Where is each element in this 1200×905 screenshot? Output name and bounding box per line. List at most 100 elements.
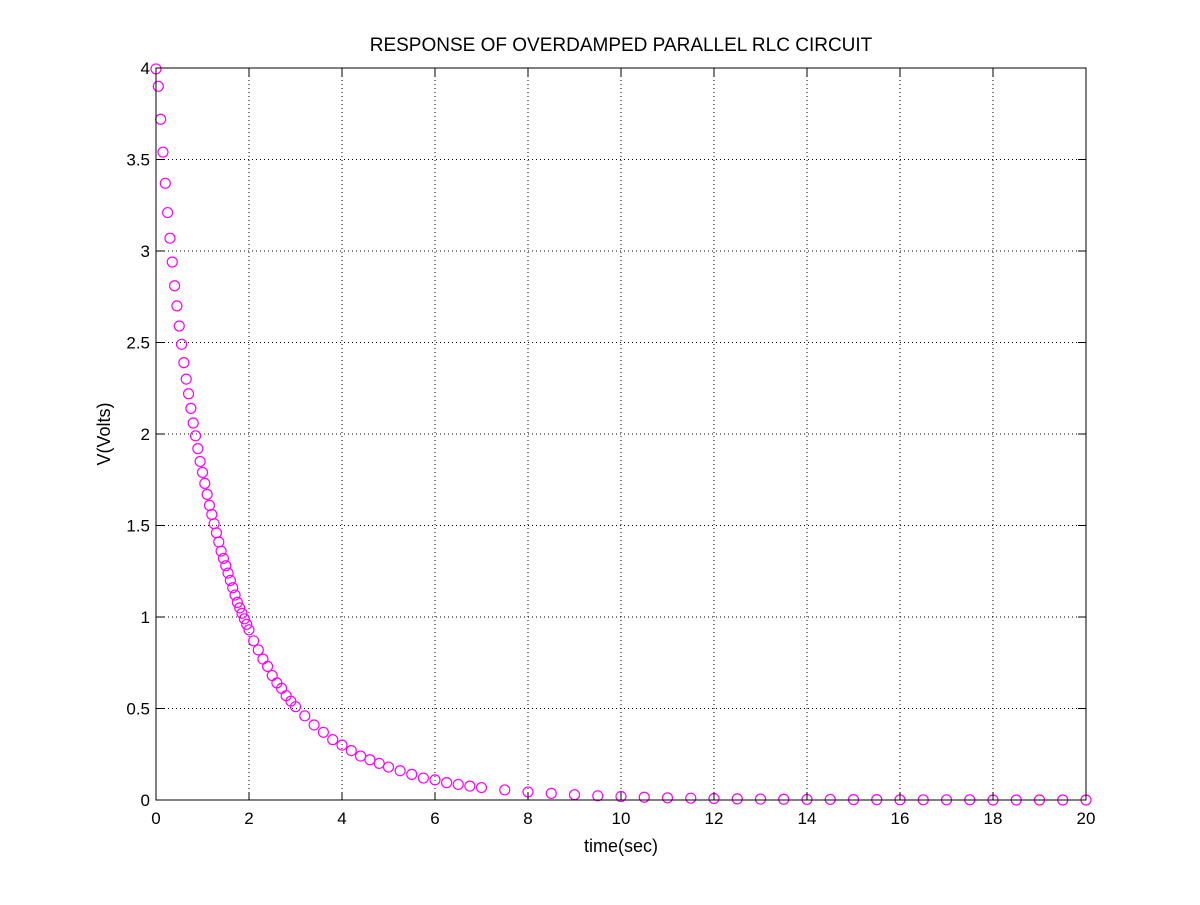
data-point (345, 744, 357, 757)
data-point (171, 300, 183, 312)
data-point (234, 602, 246, 614)
x-tick-label: 6 (430, 809, 439, 828)
data-point (175, 338, 188, 350)
data-point (169, 280, 181, 292)
y-tick-label: 3.5 (126, 151, 150, 170)
data-point (452, 778, 464, 791)
data-point (499, 784, 511, 796)
data-point (464, 780, 476, 792)
data-point (373, 757, 385, 770)
y-tick-label: 0 (141, 791, 150, 810)
data-point (206, 508, 218, 521)
data-point (248, 635, 260, 647)
data-point (731, 793, 743, 805)
x-tick-label: 12 (705, 809, 724, 828)
data-point (192, 443, 204, 455)
data-point (289, 701, 302, 713)
data-point (164, 232, 176, 244)
data-point (173, 320, 185, 332)
data-point (441, 777, 453, 789)
data-point (189, 430, 202, 442)
data-point (406, 768, 418, 780)
data-point (166, 256, 178, 268)
x-tick-label: 16 (891, 809, 910, 828)
data-point (299, 710, 311, 722)
data-point (238, 613, 250, 625)
x-tick-label: 14 (798, 809, 817, 828)
data-point (217, 552, 230, 565)
x-tick-label: 8 (523, 809, 532, 828)
data-point (236, 607, 248, 619)
x-tick-label: 2 (244, 809, 253, 828)
x-tick-labels: 0 2 4 6 8 10 12 14 16 18 20 (151, 809, 1095, 828)
data-point (201, 488, 213, 500)
data-point (194, 455, 206, 468)
data-point (754, 793, 767, 805)
y-tick-label: 2 (141, 425, 150, 444)
data-point (417, 772, 429, 784)
x-tick-label: 20 (1077, 809, 1096, 828)
data-point (187, 417, 199, 429)
x-axis-title: time(sec) (584, 836, 658, 856)
data-point (638, 791, 650, 803)
data-point (185, 402, 197, 414)
x-tick-label: 10 (612, 809, 631, 828)
y-axis-title: V(Volts) (94, 402, 114, 465)
data-point (475, 781, 488, 794)
data-point (220, 560, 232, 572)
data-point (213, 536, 225, 548)
y-tick-label: 1 (141, 608, 150, 627)
data-point (227, 582, 239, 594)
chart-title: RESPONSE OF OVERDAMPED PARALLEL RLC CIRC… (370, 35, 873, 56)
data-point (592, 790, 604, 802)
data-point (182, 388, 195, 400)
data-point (155, 113, 167, 125)
data-point (196, 466, 209, 479)
data-point (355, 750, 367, 762)
data-point (394, 765, 406, 777)
data-point (157, 146, 169, 158)
data-point (199, 477, 211, 490)
data-point (257, 653, 269, 665)
data-point (252, 644, 264, 656)
data-point (178, 357, 190, 369)
grid (155, 67, 1087, 801)
data-point (243, 624, 255, 636)
data-point (568, 789, 581, 801)
data-point (382, 761, 395, 773)
data-point (327, 734, 339, 746)
data-point (231, 596, 243, 608)
y-tick-label: 4 (141, 59, 150, 78)
data-point (266, 669, 278, 682)
data-point (159, 177, 171, 189)
x-tick-label: 18 (984, 809, 1003, 828)
data-point (162, 206, 174, 219)
data-point (615, 790, 627, 803)
data-point (778, 793, 790, 805)
data-point (336, 739, 348, 751)
data-point (262, 660, 274, 673)
data-point (210, 527, 223, 539)
data-point (215, 545, 227, 557)
data-point (317, 726, 329, 738)
data-point (241, 618, 253, 630)
data-point (224, 574, 236, 587)
data-point (308, 719, 320, 731)
data-point (824, 793, 836, 806)
data-point (203, 499, 216, 511)
y-tick-label: 2.5 (126, 334, 150, 353)
data-point (180, 373, 192, 385)
y-tick-label: 0.5 (126, 700, 150, 719)
data-point (222, 567, 234, 579)
y-tick-labels: 0 0.5 1 1.5 2 2.5 3 3.5 4 (126, 59, 150, 810)
y-tick-label: 1.5 (126, 517, 150, 536)
data-point (229, 589, 241, 601)
x-tick-label: 0 (151, 809, 160, 828)
data-point (208, 518, 220, 530)
tick-marks (155, 67, 1087, 801)
data-point (364, 754, 376, 766)
x-tick-label: 4 (337, 809, 346, 828)
data-point (685, 792, 697, 804)
